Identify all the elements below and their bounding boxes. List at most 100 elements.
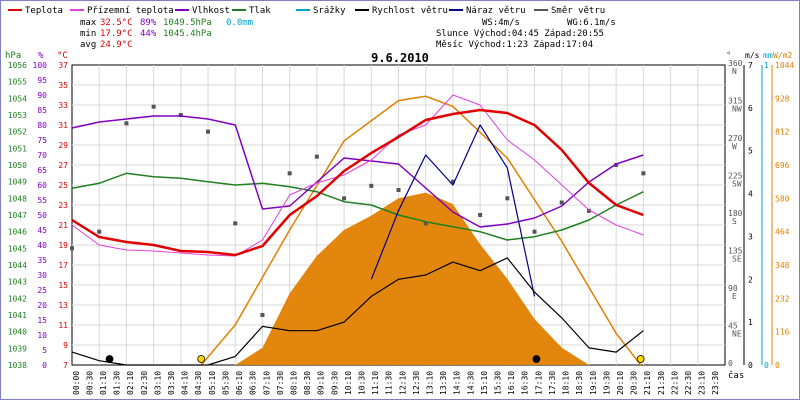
axis-tick-humidity: 0 <box>42 361 47 370</box>
axis-tick-wind-dir-label: NE <box>732 330 742 339</box>
axis-unit-mm: mm <box>763 51 773 60</box>
moon-event-marker <box>532 355 541 363</box>
axis-tick-humidity: 90 <box>37 91 47 100</box>
axis-tick-solar: 812 <box>775 128 790 137</box>
axis-tick-wind-dir: 360 <box>728 59 743 68</box>
x-tick-label: 02:30 <box>140 371 149 395</box>
axis-tick-pressure: 1045 <box>8 244 27 253</box>
astro-ws: WS:4m/s <box>482 18 520 28</box>
axis-unit-time: čas <box>728 370 744 381</box>
stats-block: max 32.5°C 89% 1049.5hPa 0.0mm min 17.9°… <box>80 18 253 50</box>
axis-tick-pressure: 1040 <box>8 328 27 337</box>
x-tick-label: 11:30 <box>385 371 394 395</box>
x-tick-label: 13:30 <box>439 371 448 395</box>
axis-tick-rain: 1 <box>764 61 769 70</box>
wind-direction-point <box>423 221 428 226</box>
axis-tick-humidity: 5 <box>42 346 47 355</box>
axis-tick-wind-dir: 90 <box>728 284 738 293</box>
astro-block: WS:4m/s WG:6.1m/s Slunce Východ:04:45 Zá… <box>436 18 616 50</box>
axis-tick-wind-dir-label: N <box>732 67 737 76</box>
x-tick-label: 08:10 <box>290 371 299 395</box>
axis-unit-deg: ° <box>726 51 731 61</box>
axis-tick-pressure: 1038 <box>8 361 27 370</box>
axis-tick-pressure: 1047 <box>8 211 27 220</box>
axis-tick-wind-dir-label: S <box>732 217 737 226</box>
x-tick-label: 10:10 <box>344 371 353 395</box>
axis-tick-humidity: 30 <box>37 271 47 280</box>
axis-tick-wind-speed: 1 <box>748 318 753 327</box>
axis-tick-wind-dir-label: W <box>732 142 737 151</box>
x-tick-label: 19:10 <box>589 371 598 395</box>
x-tick-label: 17:10 <box>534 371 543 395</box>
wind-direction-point <box>97 229 102 234</box>
axis-tick-humidity: 80 <box>37 121 47 130</box>
axis-tick-solar: 464 <box>775 228 790 237</box>
series-pressure <box>71 172 644 241</box>
axis-tick-solar: 696 <box>775 161 790 170</box>
axis-tick-wind-dir-label: SE <box>732 255 742 264</box>
x-tick-label: 06:10 <box>235 371 244 395</box>
wind-direction-point <box>505 196 510 201</box>
wind-direction-point <box>178 113 183 117</box>
axis-tick-pressure: 1039 <box>8 344 27 353</box>
axis-tick-solar: 928 <box>775 94 790 103</box>
x-tick-label: 12:10 <box>398 371 407 395</box>
wind-direction-point <box>124 121 129 126</box>
axis-tick-humidity: 25 <box>37 286 47 295</box>
chart-legend: Teplota Přízemní teplota Vlhkost Tlak Srážky… <box>8 6 605 16</box>
axis-tick-humidity: 55 <box>37 196 47 205</box>
axis-tick-rain: 0 <box>764 361 769 370</box>
x-tick-label: 16:10 <box>507 371 516 395</box>
x-tick-label: 04:30 <box>194 371 203 395</box>
axis-tick-pressure: 1052 <box>8 128 27 137</box>
wind-direction-point <box>369 183 374 188</box>
axis-tick-pressure: 1041 <box>8 311 27 320</box>
legend-label: Srážky <box>313 6 346 16</box>
axis-tick-temperature: 35 <box>58 81 68 90</box>
x-tick-label: 01:30 <box>113 371 122 395</box>
legend-label: Směr větru <box>551 6 605 16</box>
x-tick-label: 12:30 <box>412 371 421 395</box>
axis-unit-hpa: hPa <box>5 51 21 61</box>
axis-tick-temperature: 11 <box>58 321 68 330</box>
axis-unit-pct: % <box>38 51 44 61</box>
wind-direction-point <box>641 171 646 176</box>
series-humidity <box>71 115 644 228</box>
wind-direction-point <box>396 188 401 192</box>
x-tick-label: 07:30 <box>276 371 285 395</box>
axis-tick-humidity: 40 <box>37 241 47 250</box>
wind-direction-point <box>586 208 591 213</box>
axis-tick-solar: 580 <box>775 194 790 203</box>
axis-tick-temperature: 13 <box>58 301 68 310</box>
axis-tick-solar: 232 <box>775 294 790 303</box>
axis-tick-temperature: 25 <box>58 181 68 190</box>
axis-tick-pressure: 1043 <box>8 278 27 287</box>
stats-max-hum: 89% <box>140 18 157 28</box>
x-tick-label: 07:10 <box>262 371 271 395</box>
axis-tick-humidity: 65 <box>37 166 47 175</box>
x-tick-label: 20:30 <box>630 371 639 395</box>
axis-tick-humidity: 50 <box>37 211 47 220</box>
chart-axes: 1056105510541053105210511050104910481047… <box>8 59 795 370</box>
x-tick-label: 10:30 <box>358 371 367 395</box>
wind-direction-point <box>559 200 564 205</box>
x-tick-label: 05:30 <box>221 371 230 395</box>
axis-tick-temperature: 37 <box>58 61 68 70</box>
stats-avg-label: avg <box>80 40 96 50</box>
x-tick-label: 22:30 <box>684 371 693 395</box>
sun-event-marker <box>636 355 645 363</box>
axis-tick-solar: 1044 <box>775 61 794 70</box>
stats-min-temp: 17.9°C <box>100 29 133 39</box>
axis-tick-temperature: 23 <box>58 201 68 210</box>
x-tick-label: 00:00 <box>72 371 81 395</box>
x-tick-label: 03:30 <box>167 371 176 395</box>
axis-tick-humidity: 20 <box>37 301 47 310</box>
x-tick-label: 11:10 <box>371 371 380 395</box>
axis-tick-pressure: 1054 <box>8 94 27 103</box>
axis-tick-wind-speed: 0 <box>748 361 753 370</box>
axis-tick-temperature: 9 <box>63 341 68 350</box>
sun-event-marker <box>197 355 206 363</box>
axis-unit-degc: °C <box>57 51 68 61</box>
axis-tick-wind-dir: 45 <box>728 322 738 331</box>
